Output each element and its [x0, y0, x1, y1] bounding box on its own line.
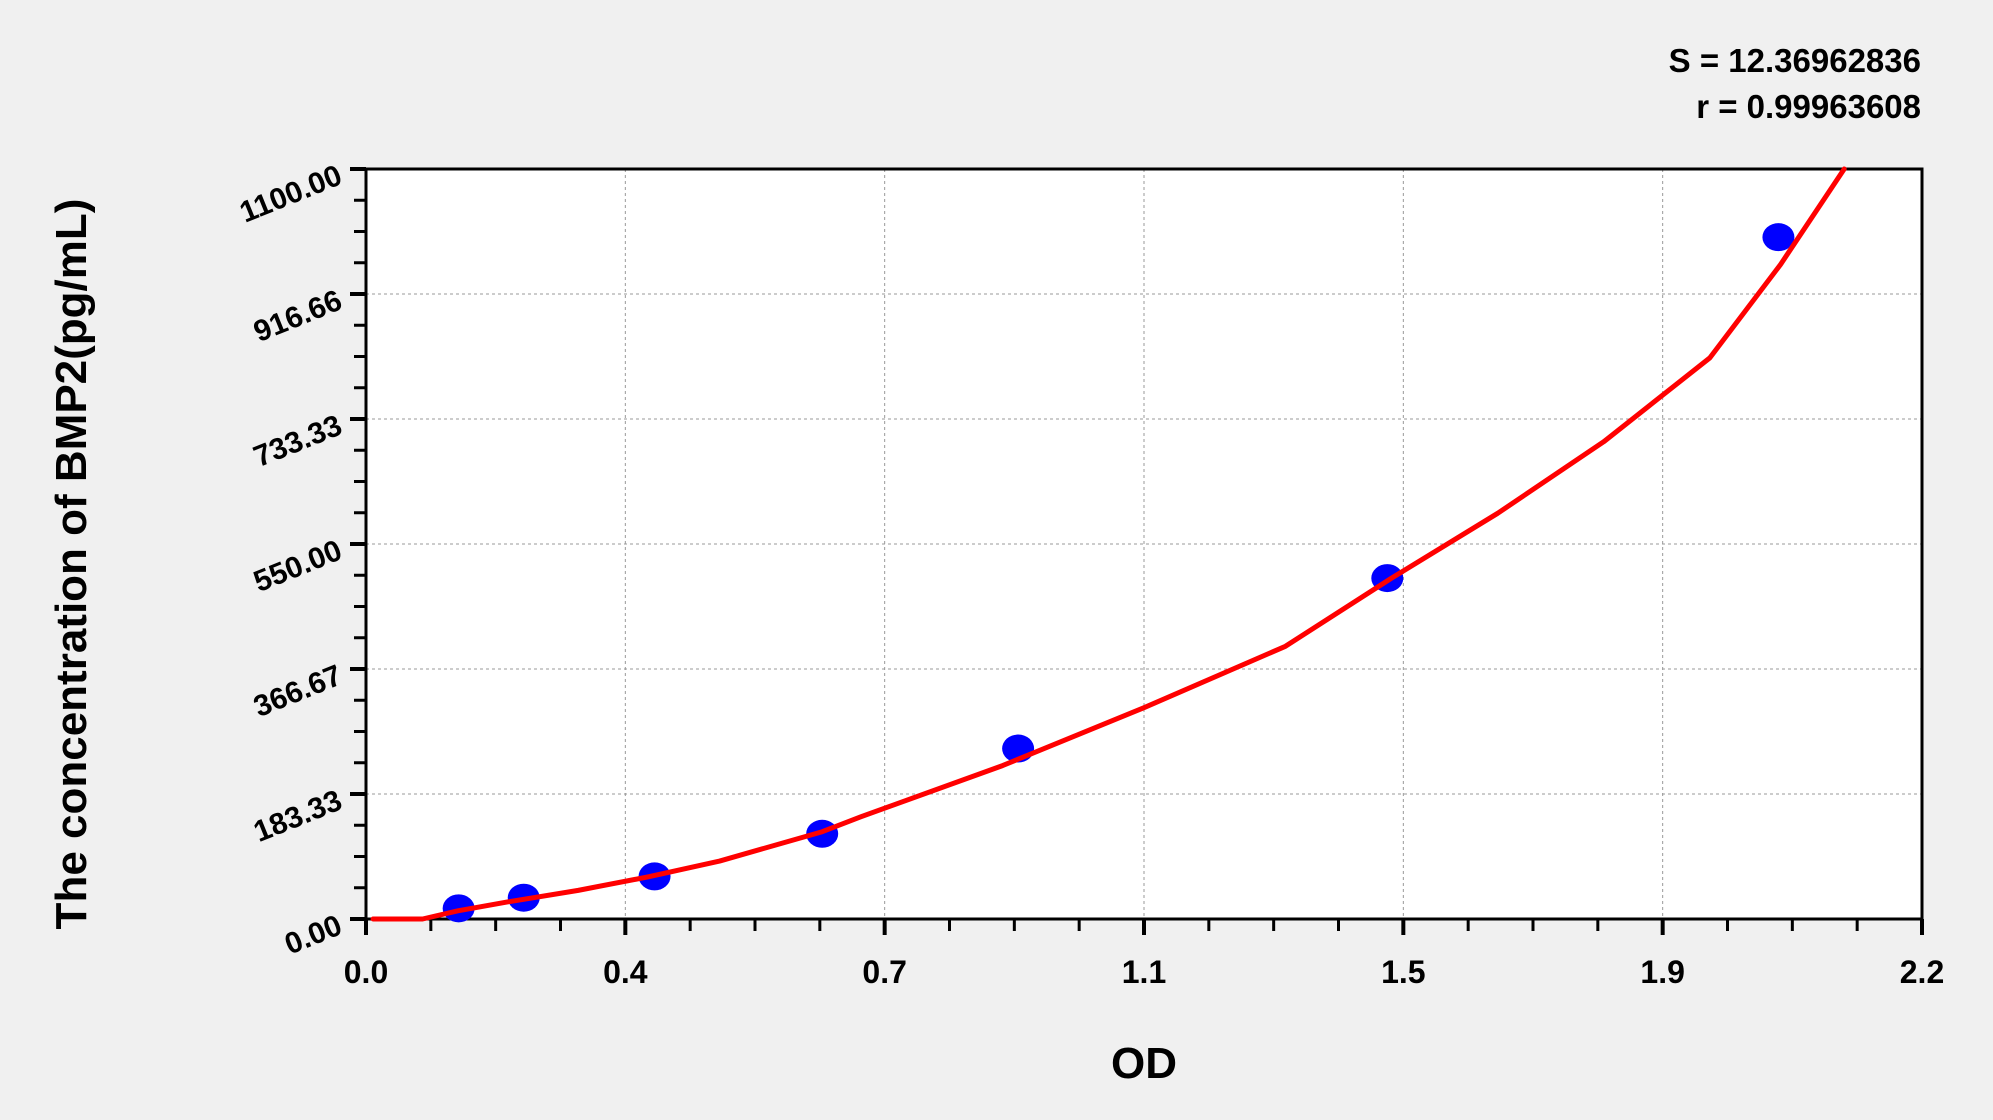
- y-tick-label: 916.66: [249, 284, 346, 349]
- y-tick-label: 1100.00: [235, 159, 346, 230]
- x-tick-label: 0.7: [862, 954, 906, 990]
- x-axis-label: OD: [1111, 1039, 1177, 1088]
- x-tick-label: 1.9: [1640, 954, 1684, 990]
- y-tick-label: 733.33: [249, 409, 346, 474]
- y-axis-label: The concentration of BMP2(pg/mL): [47, 199, 96, 930]
- y-tick-label: 183.33: [249, 784, 346, 849]
- x-tick-label: 0.0: [344, 954, 388, 990]
- x-tick-label: 0.4: [603, 954, 648, 990]
- x-tick-label: 2.2: [1900, 954, 1944, 990]
- y-tick-label: 0.00: [280, 909, 347, 961]
- y-tick-label: 366.67: [249, 659, 346, 724]
- y-tick-label: 550.00: [249, 534, 346, 599]
- r-value-annotation: r = 0.99963608: [1696, 88, 1921, 125]
- x-tick-label: 1.5: [1381, 954, 1425, 990]
- data-point: [1762, 223, 1795, 252]
- fit-curve: [370, 166, 1847, 922]
- x-tick-label: 1.1: [1122, 954, 1166, 990]
- s-value-annotation: S = 12.36962836: [1668, 42, 1921, 79]
